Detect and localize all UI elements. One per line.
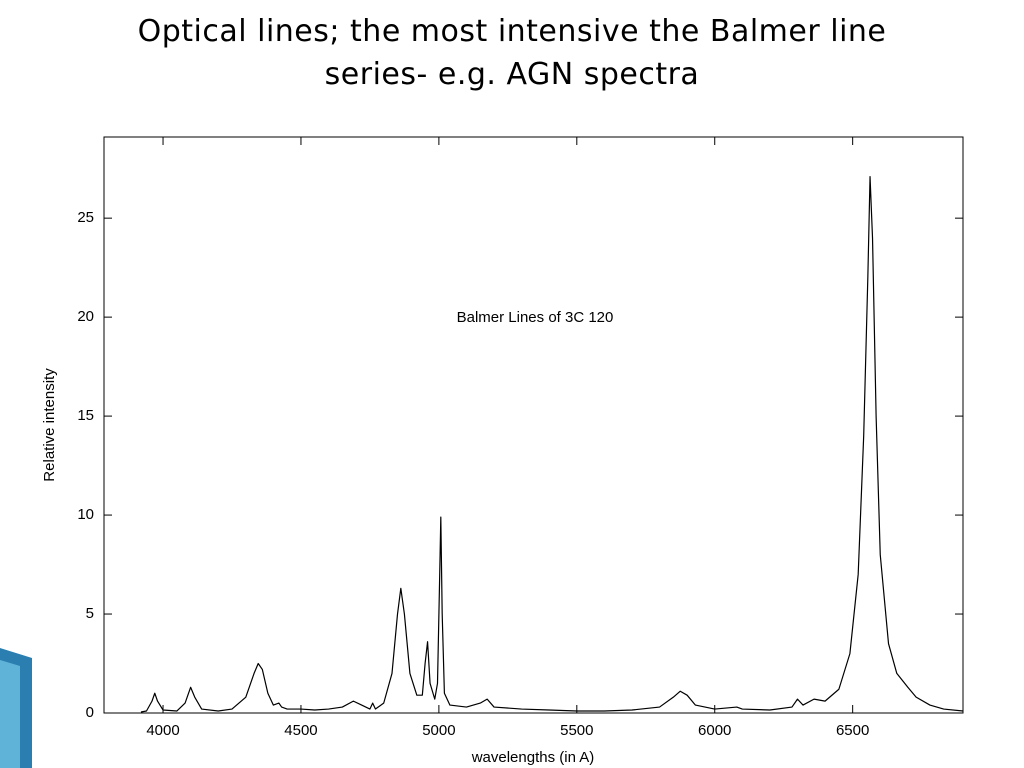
x-tick-label: 5000 bbox=[422, 722, 455, 739]
x-tick-label: 5500 bbox=[560, 722, 593, 739]
x-tick-label: 4500 bbox=[284, 722, 317, 739]
y-tick-label: 25 bbox=[77, 209, 94, 226]
y-tick-label: 5 bbox=[86, 605, 94, 622]
x-tick-label: 6500 bbox=[836, 722, 869, 739]
slide-title: Optical lines; the most intensive the Ba… bbox=[137, 14, 887, 92]
y-axis-label: Relative intensity bbox=[41, 368, 58, 482]
y-tick-label: 15 bbox=[77, 407, 94, 424]
decoration bbox=[0, 660, 20, 768]
x-tick-label: 4000 bbox=[146, 722, 179, 739]
y-tick-label: 10 bbox=[77, 506, 94, 523]
y-tick-label: 20 bbox=[77, 308, 94, 325]
annotation: Balmer Lines of 3C 120 bbox=[457, 309, 614, 326]
x-axis-label: wavelengths (in A) bbox=[471, 749, 595, 766]
x-tick-label: 6000 bbox=[698, 722, 731, 739]
y-tick-label: 0 bbox=[86, 704, 94, 721]
spectrum-line bbox=[140, 175, 964, 713]
plot-frame bbox=[103, 136, 964, 714]
